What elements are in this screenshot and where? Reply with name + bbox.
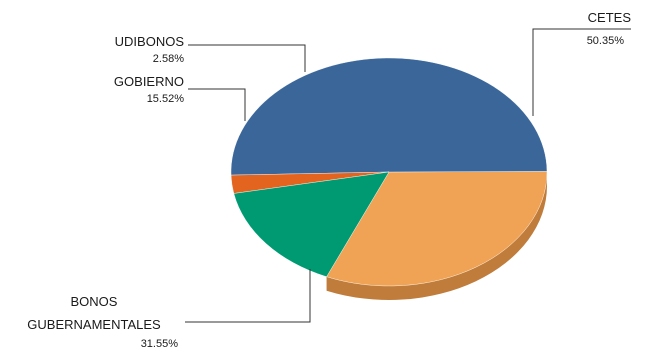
leader-line-gobierno bbox=[188, 88, 246, 121]
slice-label-gobierno: GOBIERNO bbox=[114, 74, 184, 89]
slice-cetes bbox=[230, 57, 548, 176]
slice-value-cetes: 50.35% bbox=[587, 35, 625, 47]
slice-value-bonos: 31.55% bbox=[141, 338, 179, 350]
pie-top-layer bbox=[230, 57, 548, 287]
slice-label-udibonos: UDIBONOS bbox=[115, 34, 185, 49]
slice-value-gobierno: 15.52% bbox=[147, 93, 185, 105]
leader-line-cetes bbox=[532, 28, 631, 116]
slice-side-bonos bbox=[326, 172, 547, 300]
slice-label-cetes: CETES bbox=[588, 10, 632, 25]
slice-bonos bbox=[326, 171, 548, 287]
leader-line-bonos bbox=[185, 269, 311, 323]
slice-value-udibonos: 2.58% bbox=[153, 53, 184, 65]
leader-lines bbox=[185, 28, 631, 323]
leader-line-udibonos bbox=[188, 44, 306, 72]
slice-gobierno bbox=[233, 171, 390, 277]
slice-label-bonos-line1: BONOS bbox=[71, 294, 118, 309]
slice-label-bonos-line2: GUBERNAMENTALES bbox=[27, 317, 161, 332]
pie-side-layer bbox=[326, 172, 547, 300]
